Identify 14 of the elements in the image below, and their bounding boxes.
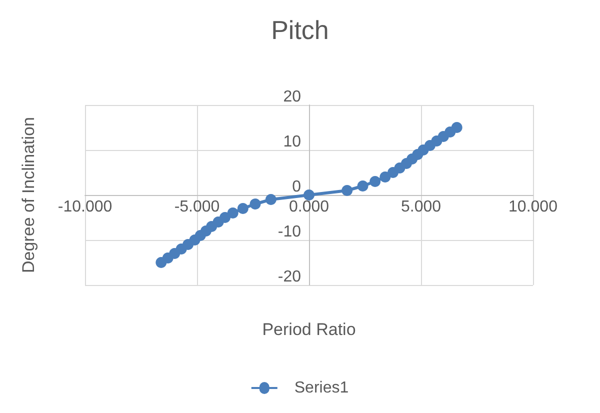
y-tick-label: -10 xyxy=(278,224,302,240)
legend-label: Series1 xyxy=(294,380,349,396)
x-axis-title: Period Ratio xyxy=(262,320,356,339)
x-tick-label: 10.000 xyxy=(508,198,558,216)
x-tick-label: 0.000 xyxy=(288,198,330,216)
chart-title: Pitch xyxy=(271,15,329,45)
x-tick-label: 5.000 xyxy=(400,198,442,216)
y-tick-label: 10 xyxy=(283,134,302,150)
y-axis-title: Degree of Inclination xyxy=(19,117,38,273)
y-tick-label: 20 xyxy=(283,88,302,106)
y-tick-label: 0 xyxy=(292,178,302,196)
y-tick-label: -20 xyxy=(278,268,302,286)
x-tick-label: -10.000 xyxy=(58,198,112,216)
x-tick-label: -5.000 xyxy=(174,198,220,216)
